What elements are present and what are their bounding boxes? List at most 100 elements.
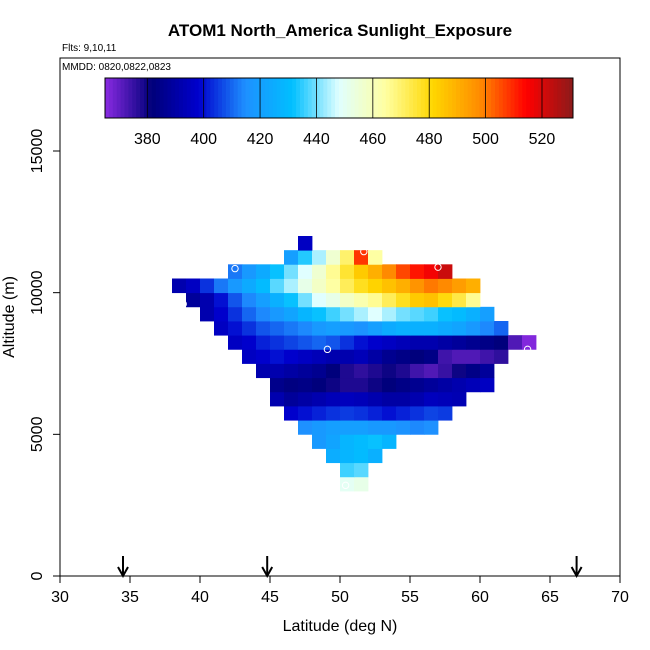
heatmap-cell xyxy=(452,349,467,364)
heatmap-cell xyxy=(256,363,271,379)
heatmap-cell xyxy=(284,377,299,393)
heatmap-cell xyxy=(312,420,327,435)
colorbar-swatch xyxy=(487,78,492,118)
heatmap-cell xyxy=(340,278,355,294)
heatmap-cell xyxy=(466,306,481,322)
colorbar-tick-label: 520 xyxy=(529,131,556,148)
heatmap-cell xyxy=(452,292,467,308)
colorbar-swatch xyxy=(245,78,250,118)
heatmap-cell xyxy=(396,377,411,393)
heatmap-cell xyxy=(312,391,327,407)
heatmap-cell xyxy=(214,278,229,294)
heatmap-cell xyxy=(354,250,369,265)
colorbar-swatch xyxy=(327,78,332,118)
heatmap-cell xyxy=(452,306,467,322)
heatmap-cell xyxy=(270,264,285,279)
colorbar-swatch xyxy=(159,78,164,118)
colorbar-swatch xyxy=(448,78,453,118)
heatmap-cell xyxy=(242,335,257,350)
colorbar-tick-label: 460 xyxy=(359,131,386,148)
colorbar-swatch xyxy=(506,78,512,118)
heatmap-cell xyxy=(270,335,285,350)
colorbar-swatch xyxy=(300,78,305,118)
colorbar-swatch xyxy=(202,78,207,118)
heatmap-cell xyxy=(368,278,383,294)
colorbar-swatch xyxy=(522,78,527,118)
colorbar-swatch xyxy=(237,78,242,118)
colorbar-swatch xyxy=(214,78,219,118)
colorbar-tick-label: 400 xyxy=(190,131,217,148)
heatmap-cell xyxy=(410,278,425,294)
heatmap-cell xyxy=(410,349,425,364)
heatmap-cell xyxy=(326,335,341,350)
colorbar-swatch xyxy=(417,78,422,118)
heatmap-cell xyxy=(354,434,369,449)
heatmap-cell xyxy=(354,462,369,478)
heatmap-cell xyxy=(396,406,411,421)
heatmap-cell xyxy=(326,377,341,393)
heatmap-cell xyxy=(382,264,397,279)
colorbar-swatch xyxy=(413,78,418,118)
colorbar-swatch xyxy=(179,78,184,118)
colorbar-swatch xyxy=(428,78,434,118)
heatmap-cell xyxy=(326,448,341,464)
colorbar-swatch xyxy=(183,78,188,118)
colorbar-swatch xyxy=(241,78,246,118)
heatmap-cell xyxy=(284,264,299,279)
heatmap-cell xyxy=(312,406,327,421)
colorbar-swatch xyxy=(261,78,266,118)
heatmap-cell xyxy=(256,321,271,336)
heatmap-cell xyxy=(354,264,369,279)
heatmap-cell xyxy=(298,306,313,322)
heatmap-cell xyxy=(284,391,299,407)
heatmap-cell xyxy=(410,306,425,322)
heatmap-cell xyxy=(438,377,453,393)
colorbar-swatch xyxy=(342,78,348,118)
heatmap-cell xyxy=(256,264,271,279)
heatmap-cell xyxy=(326,349,341,364)
colorbar-swatch xyxy=(303,78,309,118)
colorbar-swatch xyxy=(105,78,110,118)
heatmap-cell xyxy=(382,306,397,322)
heatmap-cell xyxy=(368,434,383,449)
x-tick-label: 65 xyxy=(541,589,559,606)
heatmap-cell xyxy=(494,321,509,336)
heatmap-cell xyxy=(396,420,411,435)
heatmap-cell xyxy=(480,321,495,336)
heatmap-cell xyxy=(340,363,355,379)
x-tick-label: 45 xyxy=(261,589,279,606)
colorbar-swatch xyxy=(257,78,262,118)
heatmap-cell xyxy=(438,335,453,350)
heatmap-cell xyxy=(298,264,313,279)
heatmap-cell xyxy=(396,349,411,364)
colorbar-swatch xyxy=(296,78,301,118)
heatmap-cell xyxy=(424,377,439,393)
colorbar-swatch xyxy=(225,78,231,118)
y-tick-label: 15000 xyxy=(29,129,46,174)
colorbar-tick-label: 500 xyxy=(472,131,499,148)
heatmap-cells xyxy=(172,236,537,492)
colorbar-swatch xyxy=(518,78,523,118)
colorbar-swatch xyxy=(186,78,192,118)
x-tick-label: 70 xyxy=(611,589,629,606)
colorbar-swatch xyxy=(378,78,383,118)
colorbar-swatch xyxy=(393,78,398,118)
heatmap-cell xyxy=(228,335,243,350)
heatmap-cell xyxy=(340,448,355,464)
colorbar-swatch xyxy=(350,78,356,118)
heatmap-cell xyxy=(312,363,327,379)
heatmap-cell xyxy=(424,292,439,308)
down-arrow-icon xyxy=(570,556,583,579)
heatmap-cell xyxy=(452,377,467,393)
heatmap-cell xyxy=(354,476,369,492)
heatmap-cell xyxy=(340,335,355,350)
colorbar-swatch xyxy=(136,78,141,118)
colorbar-swatch xyxy=(229,78,235,118)
heatmap-cell xyxy=(410,363,425,379)
colorbar-swatch xyxy=(475,78,480,118)
heatmap-cell xyxy=(284,363,299,379)
heatmap-cell xyxy=(438,292,453,308)
colorbar-swatch xyxy=(549,78,554,118)
heatmap-cell xyxy=(368,406,383,421)
